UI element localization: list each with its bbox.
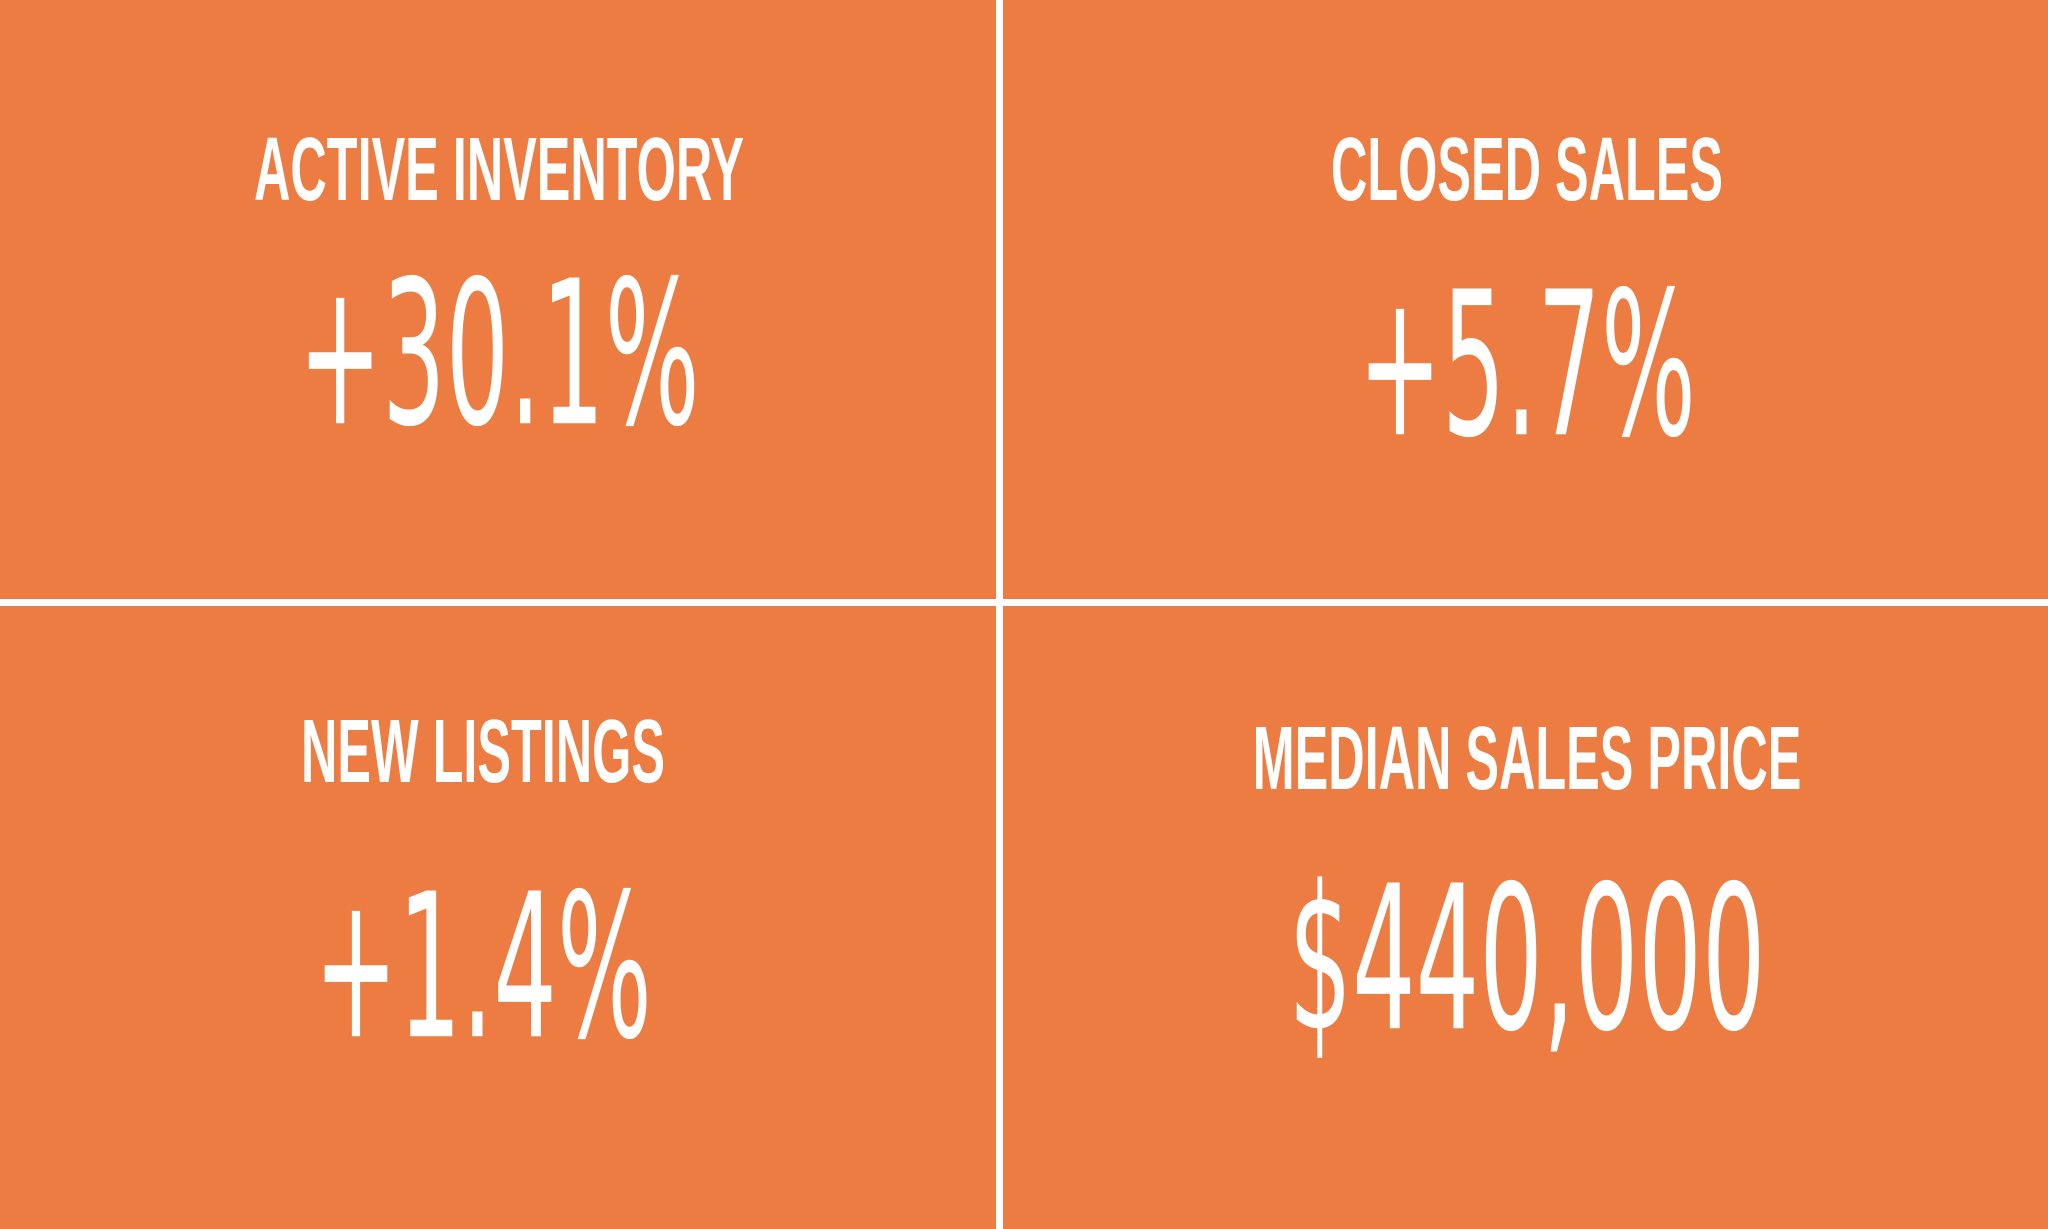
tile: +30.1% <box>298 239 699 472</box>
tile-value: +5.7% <box>1358 250 1696 483</box>
tile-label: NEW LISTINGS <box>301 702 665 802</box>
tile: CLOSED SALES <box>1331 120 1723 220</box>
tile: $440,000 <box>1288 844 1765 1077</box>
tile-label: ACTIVE INVENTORY <box>254 120 744 220</box>
vertical-divider <box>996 0 1003 1229</box>
tile: +1.4% <box>314 852 652 1085</box>
horizontal-divider <box>0 599 2048 606</box>
tile-value: +1.4% <box>314 852 652 1085</box>
tile-value: $440,000 <box>1288 844 1765 1077</box>
tile-label: MEDIAN SALES PRICE <box>1253 709 1802 809</box>
tile: MEDIAN SALES PRICE <box>1253 709 1802 809</box>
tile-value: +30.1% <box>298 239 699 472</box>
tile: ACTIVE INVENTORY <box>254 120 744 220</box>
tile-label: CLOSED SALES <box>1331 120 1723 220</box>
tile: NEW LISTINGS <box>301 702 665 802</box>
tile: +5.7% <box>1358 250 1696 483</box>
